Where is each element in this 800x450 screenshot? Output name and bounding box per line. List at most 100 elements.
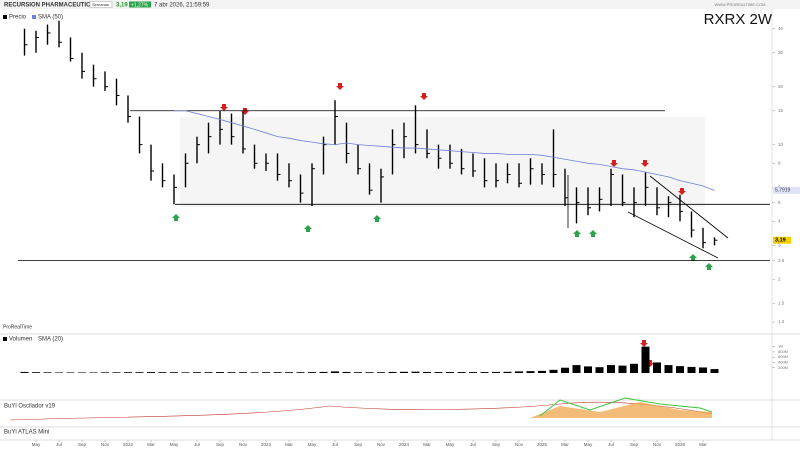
oscillator-area [530,402,712,418]
buy-arrows [172,214,713,270]
volume-bar [135,372,144,373]
x-tick-label: May [308,442,317,447]
y-tick-label: 5 [778,200,781,205]
legend-sma: SMA (50) [38,15,63,21]
volume-bar [699,367,707,373]
volume-bar [538,370,546,373]
volume-tick-label: 200M [778,365,788,370]
sma-value-box [773,186,800,194]
volume-bar [653,362,661,373]
x-tick-label: Jul [56,442,62,447]
volume-bar [365,372,374,373]
x-tick-label: May [170,442,179,447]
volume-bar [216,372,224,373]
volume-bar [434,372,443,373]
x-tick-label: Jul [608,442,614,447]
oscillator-line [9,401,713,421]
x-tick-label: Sep [492,442,501,447]
volume-bar [250,372,259,373]
volume-bar [170,372,178,373]
x-tick-label: Mar [147,442,155,447]
price-value-box [773,236,791,244]
x-tick-label: 2022 [123,442,134,447]
y-tick-label: 3 [778,243,781,248]
indicator-label: BuYl Oscilador v19 [4,404,56,410]
x-tick-label: Jul [194,442,200,447]
volume-bar [377,372,385,373]
y-tick-label: 15 [778,108,784,113]
volume-bar [147,372,155,373]
x-tick-label: Nov [239,442,248,447]
trend-lines [567,175,729,259]
volume-bar [227,372,236,373]
y-tick-label: 20 [778,84,784,89]
volume-bar [549,369,558,373]
volume-bar [331,371,339,373]
volume-bar [630,363,638,373]
volume-bar [354,372,362,373]
y-tick-label: 10 [778,142,784,147]
brand: ProRealTime [3,324,32,330]
volume-bar [584,366,592,373]
volume-bar [296,372,305,373]
stock-name: RECURSION PHARMACEUTICALS [4,3,102,9]
volume-bar [469,372,477,373]
chart-title: RXRX 2W [704,11,773,28]
volume-bar [55,372,63,373]
volume-bar [446,372,454,373]
volume-bar [411,371,420,373]
volume-bar [193,372,201,373]
volume-bar [204,372,213,373]
volume-bar [641,346,650,373]
volume-bar [618,365,627,373]
volume-bar [101,372,109,373]
x-tick-label: 2025 [537,442,548,447]
x-tick-label: 2023 [261,442,272,447]
volume-bar [687,366,696,373]
volume-bar [285,372,293,373]
x-tick-label: 2024 [399,442,410,447]
volume-bar [239,372,247,373]
legend-volume-sma: SMA (20) [38,337,63,343]
volume-bar [664,365,673,373]
x-tick-label: Sep [216,442,225,447]
volume-bar [595,367,604,373]
change: +1,27% [131,2,149,8]
volume-bar [388,371,397,373]
volume-tick-label: 800M [778,349,788,354]
y-tick-label: 8 [778,160,781,165]
volume-bar [526,371,535,373]
x-tick-label: Nov [515,442,524,447]
volume-bar [342,371,351,373]
x-tick-label: Nov [377,442,386,447]
y-tick-label: 1.2 [778,319,785,324]
volume-bar [273,372,282,373]
period-box[interactable] [89,1,113,8]
change-box [129,1,151,8]
volume-bar [262,372,270,373]
volume-tick-label: 1B [778,344,783,349]
volume-bar [112,372,121,373]
volume-bar [515,371,523,373]
volume-bar [43,372,52,373]
x-tick-label: Mar [699,442,707,447]
volume-bar [319,371,328,373]
x-tick-label: Sep [78,442,87,447]
volume-bar [89,372,98,373]
sma-value-label: 5,7919 [775,188,791,194]
period[interactable]: Semanas [92,2,109,7]
volume-bar [676,366,684,373]
datetime: 7 abr 2026, 21:59:59 [154,3,210,9]
volume-bar [607,365,615,373]
volume-bar [32,372,40,373]
x-tick-label: May [32,442,41,447]
x-tick-label: Mar [561,442,569,447]
volume-bar [308,372,316,373]
volume-bar [158,372,167,373]
sma-line [174,110,715,191]
legend-swatch [3,337,7,341]
volume-bar [503,371,512,373]
y-tick-label: 30 [778,50,784,55]
x-tick-label: Mar [423,442,431,447]
x-tick-label: Sep [354,442,363,447]
